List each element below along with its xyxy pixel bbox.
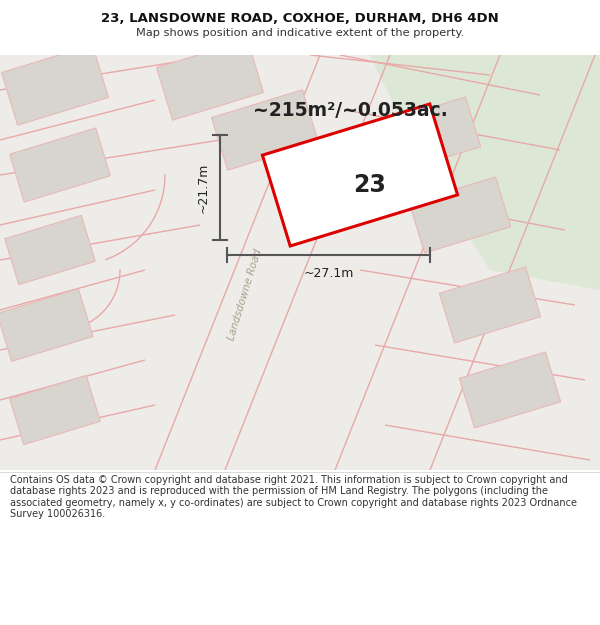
Polygon shape xyxy=(379,97,481,173)
Text: ~215m²/~0.053ac.: ~215m²/~0.053ac. xyxy=(253,101,448,119)
Text: ~27.1m: ~27.1m xyxy=(304,267,353,280)
Polygon shape xyxy=(0,289,93,361)
Text: Map shows position and indicative extent of the property.: Map shows position and indicative extent… xyxy=(136,29,464,39)
Polygon shape xyxy=(157,40,263,120)
Polygon shape xyxy=(10,128,110,202)
Polygon shape xyxy=(10,376,100,444)
Polygon shape xyxy=(5,216,95,284)
Text: ~21.7m: ~21.7m xyxy=(197,162,210,212)
Polygon shape xyxy=(460,352,560,428)
Polygon shape xyxy=(409,177,511,253)
Text: Contains OS data © Crown copyright and database right 2021. This information is : Contains OS data © Crown copyright and d… xyxy=(10,474,577,519)
Polygon shape xyxy=(262,104,458,246)
Text: 23: 23 xyxy=(353,173,386,197)
Text: 23, LANSDOWNE ROAD, COXHOE, DURHAM, DH6 4DN: 23, LANSDOWNE ROAD, COXHOE, DURHAM, DH6 … xyxy=(101,12,499,25)
Polygon shape xyxy=(439,267,541,343)
Text: Landsdowne Road: Landsdowne Road xyxy=(226,248,263,342)
Polygon shape xyxy=(370,55,600,290)
Polygon shape xyxy=(212,90,319,170)
Polygon shape xyxy=(2,45,109,125)
